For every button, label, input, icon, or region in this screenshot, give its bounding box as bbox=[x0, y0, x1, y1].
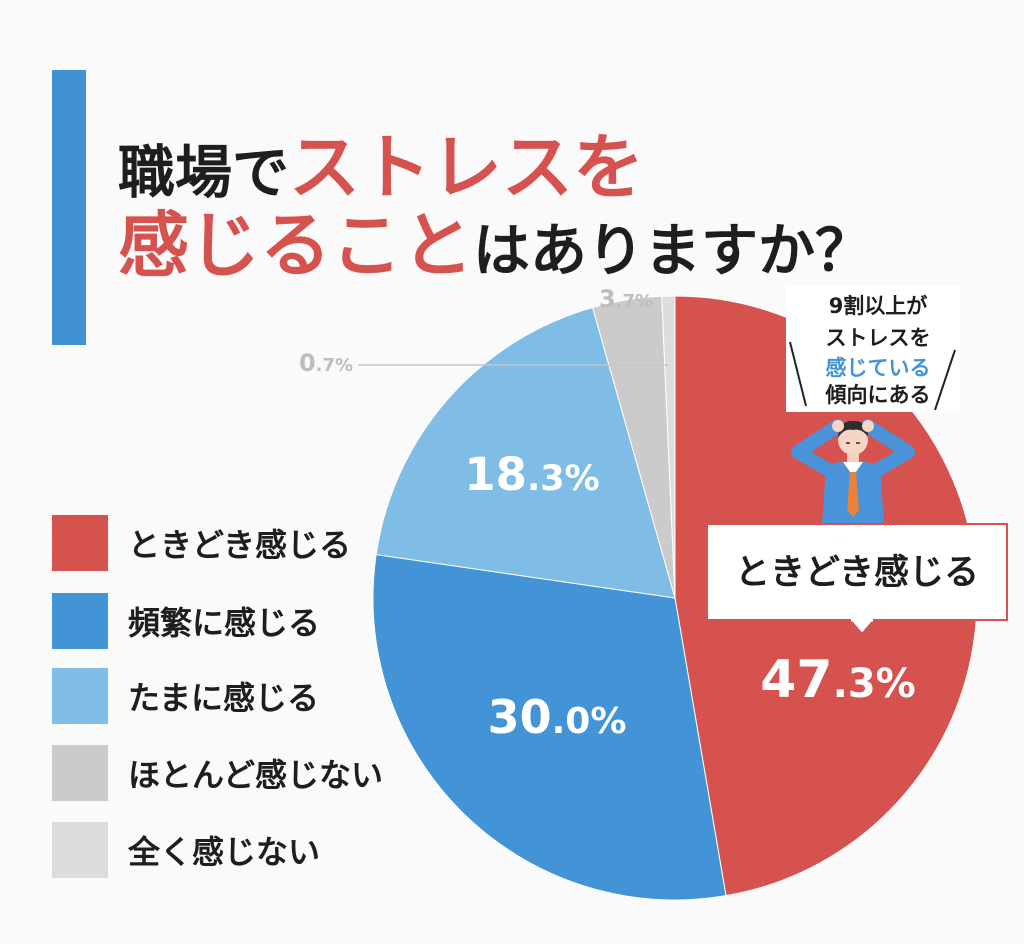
annotation-line: 傾向にある bbox=[825, 383, 931, 407]
callout-label: ときどき感じる bbox=[735, 553, 979, 593]
emphasis-line-right bbox=[934, 349, 956, 411]
legend-label: ほとんど感じない bbox=[128, 756, 384, 794]
emphasis-line-left bbox=[789, 341, 807, 407]
chart-title-line-1: 職場でストレスを bbox=[118, 128, 644, 208]
title-text-black: 職場で bbox=[118, 140, 289, 206]
legend-swatch bbox=[52, 822, 108, 878]
legend-item: 全く感じない bbox=[52, 822, 320, 878]
data-label-1: 30.0% bbox=[488, 690, 627, 744]
legend-swatch bbox=[52, 593, 108, 649]
title-text-black: はありますか？ bbox=[473, 218, 873, 284]
legend-swatch bbox=[52, 668, 108, 724]
legend-swatch bbox=[52, 745, 108, 801]
title-text-red: 感じること bbox=[118, 204, 474, 287]
data-label-3: 3.7% bbox=[599, 285, 653, 313]
title-text-red: ストレスを bbox=[289, 126, 645, 209]
legend-item: ほとんど感じない bbox=[52, 745, 383, 801]
legend-label: 頻繁に感じる bbox=[128, 604, 321, 642]
legend-label: 全く感じない bbox=[128, 833, 321, 871]
pie-slice-4 bbox=[661, 295, 676, 599]
annotation-line: ストレスを bbox=[826, 326, 931, 350]
title-accent-bar bbox=[52, 70, 86, 345]
callout-box bbox=[706, 523, 1008, 621]
annotation-background bbox=[786, 286, 960, 412]
annotation-line: 9割以上が bbox=[829, 294, 928, 318]
annotation-line-highlight: 感じている bbox=[826, 356, 931, 380]
pie-slice-2 bbox=[375, 306, 676, 599]
legend-label: ときどき感じる bbox=[128, 526, 352, 564]
pie-slices bbox=[372, 295, 978, 901]
legend-item: ときどき感じる bbox=[52, 515, 351, 571]
data-label-2: 18.3% bbox=[464, 448, 599, 501]
data-label-4: 0.7% bbox=[299, 349, 353, 377]
stressed-businessman-icon bbox=[791, 419, 915, 524]
data-labels: 47.3% 30.0% 18.3% 3.7% 0.7% bbox=[299, 285, 916, 744]
legend-label: たまに感じる bbox=[128, 679, 320, 717]
annotation: 9割以上が ストレスを 感じている 傾向にある bbox=[786, 286, 960, 412]
legend-swatch bbox=[52, 515, 108, 571]
legend-item: 頻繁に感じる bbox=[52, 593, 320, 649]
pie-slice-1 bbox=[372, 553, 727, 901]
legend: ときどき感じる 頻繁に感じる たまに感じる ほとんど感じない 全く感じない bbox=[52, 515, 412, 885]
callout: ときどき感じる bbox=[706, 523, 1008, 636]
data-label-0: 47.3% bbox=[760, 650, 915, 710]
legend-item: たまに感じる bbox=[52, 668, 319, 724]
chart-title-line-2: 感じることはありますか？ bbox=[118, 206, 872, 286]
